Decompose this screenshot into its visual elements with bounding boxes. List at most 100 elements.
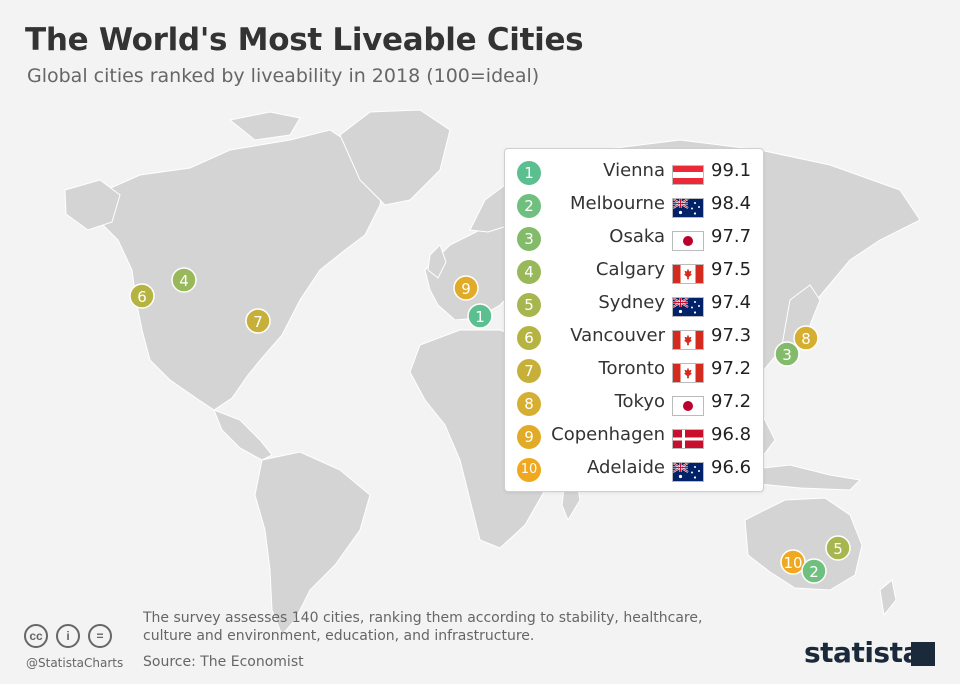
city-name: Vienna [603,160,665,181]
city-name: Adelaide [586,457,665,478]
source-text: Source: The Economist [143,654,304,670]
rank-badge: 3 [517,227,541,251]
australia-landmass [744,497,863,591]
denmark-flag [672,429,704,449]
ranking-row: 2 Melbourne 98.4 [505,190,763,220]
marker-dot [171,267,197,293]
marker-dot [825,535,851,561]
australia-flag [672,297,704,317]
city-marker: 4 [171,267,197,293]
city-marker: 1 [467,303,493,329]
indonesia-landmass [743,464,862,491]
no-derivatives-icon[interactable]: = [88,624,112,648]
marker-label: 5 [833,540,843,558]
marker-label: 7 [253,313,263,331]
rank-badge: 1 [517,161,541,185]
city-marker: 6 [129,283,155,309]
city-name: Sydney [598,292,665,313]
rank-badge: 2 [517,194,541,218]
ranking-row: 4 Calgary 97.5 [505,256,763,286]
score-value: 97.2 [711,358,752,379]
statista-handle[interactable]: @StatistaCharts [26,656,124,670]
marker-label: 8 [801,330,811,348]
city-name: Tokyo [614,391,665,412]
australia-flag [672,462,704,482]
page-subtitle: Global cities ranked by liveability in 2… [27,65,540,87]
rank-badge: 4 [517,260,541,284]
marker-dot [467,303,493,329]
rank-badge: 10 [517,458,541,482]
central-america-landmass [213,409,273,461]
rank-badge: 9 [517,425,541,449]
rank-badge: 5 [517,293,541,317]
marker-label: 2 [809,563,819,581]
page-title: The World's Most Liveable Cities [25,22,584,58]
marker-dot [129,283,155,309]
north-america-landmass [94,129,386,411]
city-marker: 7 [245,308,271,334]
ranking-row: 1 Vienna 99.1 [505,157,763,187]
city-marker: 3 [774,341,800,367]
new-zealand-landmass [879,579,897,617]
marker-label: 4 [179,272,189,290]
marker-dot [801,558,827,584]
city-marker: 2 [801,558,827,584]
score-value: 96.6 [711,457,752,478]
canada-flag [672,363,704,383]
canada-flag [672,330,704,350]
marker-label: 6 [137,288,147,306]
city-name: Melbourne [569,193,665,214]
score-value: 99.1 [711,160,752,181]
score-value: 97.2 [711,391,752,412]
marker-dot [453,275,479,301]
ranking-row: 10 Adelaide 96.6 [505,454,763,484]
ranking-row: 8 Tokyo 97.2 [505,388,763,418]
score-value: 97.5 [711,259,752,280]
ranking-row: 7 Toronto 97.2 [505,355,763,385]
marker-label: 10 [783,554,802,572]
marker-dot [774,341,800,367]
city-name: Osaka [609,226,665,247]
marker-dot [793,325,819,351]
city-marker: 9 [453,275,479,301]
score-value: 98.4 [711,193,752,214]
uk-landmass [427,244,447,279]
city-name: Copenhagen [551,424,665,445]
statista-logo[interactable]: statista [804,636,921,669]
marker-label: 1 [475,308,485,326]
australia-flag [672,198,704,218]
canada-flag [672,264,704,284]
city-name: Toronto [598,358,665,379]
south-america-landmass [254,451,371,636]
rank-badge: 7 [517,359,541,383]
statista-logo-icon [911,642,935,666]
marker-label: 9 [461,280,471,298]
greenland-landmass [339,109,451,206]
marker-label: 3 [782,346,792,364]
license-icons[interactable]: cc i = [24,624,120,648]
city-marker: 5 [825,535,851,561]
survey-note: The survey assesses 140 cities, ranking … [143,610,703,644]
marker-dot [245,308,271,334]
ranking-row: 9 Copenhagen 96.8 [505,421,763,451]
japan-flag [672,396,704,416]
score-value: 97.3 [711,325,752,346]
ranking-row: 5 Sydney 97.4 [505,289,763,319]
cc-icon[interactable]: cc [24,624,48,648]
city-marker: 8 [793,325,819,351]
score-value: 97.4 [711,292,752,313]
alaska-landmass [64,179,121,231]
austria-flag [672,165,704,185]
city-name: Calgary [595,259,665,280]
score-value: 96.8 [711,424,752,445]
rank-badge: 8 [517,392,541,416]
city-name: Vancouver [570,325,665,346]
canadian-arctic-landmass [228,111,301,141]
ranking-row: 6 Vancouver 97.3 [505,322,763,352]
japan-flag [672,231,704,251]
attribution-icon[interactable]: i [56,624,80,648]
rank-badge: 6 [517,326,541,350]
ranking-legend: 1 Vienna 99.1 2 Melbourne 98.4 3 Osaka 97.7 4 Calg… [504,148,764,492]
